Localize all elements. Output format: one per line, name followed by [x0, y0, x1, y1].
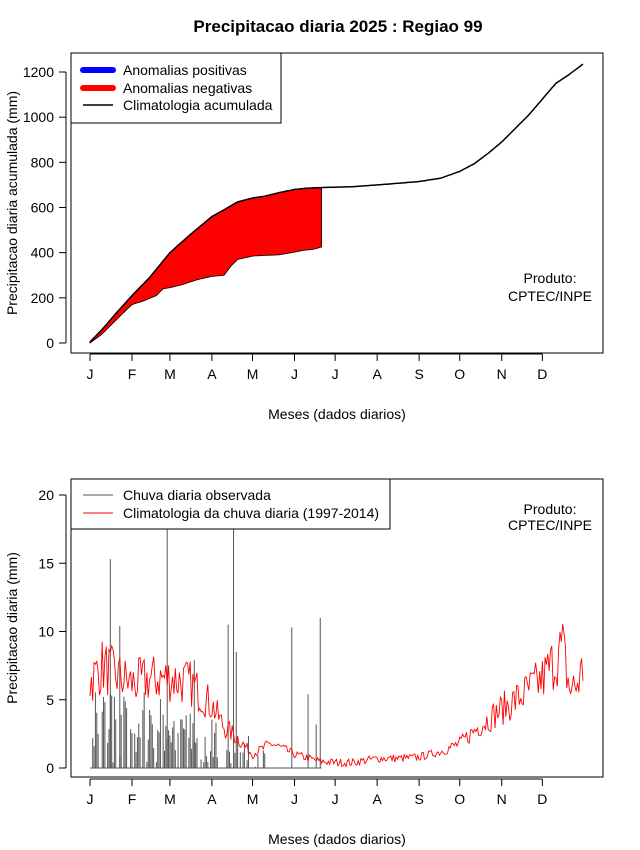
- top-y-tick-label: 800: [31, 154, 55, 170]
- top-plot-frame: [70, 52, 604, 354]
- bottom-y-axis-label: Precipitacao diaria (mm): [4, 552, 20, 704]
- top-y-tick-label: 600: [31, 200, 55, 216]
- bottom-x-tick-label: A: [207, 791, 217, 807]
- top-x-axis-label: Meses (dados diarios): [268, 406, 406, 422]
- top-x-tick-label: S: [414, 366, 423, 382]
- daily-climatology-line: [89, 624, 584, 768]
- chart-title: Precipitacao diaria 2025 : Regiao 99: [193, 17, 482, 36]
- top-x-tick-label: J: [332, 366, 339, 382]
- bottom-x-tick-label: M: [164, 791, 176, 807]
- bottom-y-tick-label: 5: [46, 692, 54, 708]
- legend-negative-label: Anomalias negativas: [123, 80, 252, 96]
- bottom-y-tick-label: 0: [46, 760, 54, 776]
- bottom-credit-line2: CPTEC/INPE: [508, 517, 592, 533]
- top-x-tick-label: A: [372, 366, 382, 382]
- top-x-tick-label: J: [291, 366, 298, 382]
- legend-observed-label: Chuva diaria observada: [123, 487, 271, 503]
- bottom-x-tick-label: J: [87, 791, 94, 807]
- bottom-x-tick-label: N: [497, 791, 507, 807]
- bottom-y-tick-label: 20: [38, 487, 54, 503]
- top-y-tick-label: 0: [46, 335, 54, 351]
- top-x-tick-label: M: [164, 366, 176, 382]
- bottom-panel: 0 5 10 15 20 J F M A M J J A S O N D Precipitacao diari…: [4, 478, 604, 847]
- bottom-legend-box: [70, 478, 391, 530]
- climatology-cumulative-line: [89, 63, 584, 343]
- bottom-y-tick-label: 10: [38, 624, 54, 640]
- bottom-x-tick-label: F: [128, 791, 137, 807]
- bottom-x-tick-label: J: [291, 791, 298, 807]
- bottom-x-axis-label: Meses (dados diarios): [268, 831, 406, 847]
- bottom-y-axis: 0 5 10 15 20: [38, 487, 67, 776]
- top-legend: Anomalias positivas Anomalias negativas …: [70, 52, 282, 124]
- legend-positive-label: Anomalias positivas: [123, 62, 247, 78]
- top-y-tick-label: 1000: [23, 109, 54, 125]
- legend-daily-climatology-label: Climatologia da chuva diaria (1997-2014): [123, 505, 379, 521]
- top-x-tick-label: N: [497, 366, 507, 382]
- legend-climatology-label: Climatologia acumulada: [123, 97, 273, 113]
- bottom-x-tick-label: O: [454, 791, 465, 807]
- bottom-credit-line1: Produto:: [524, 501, 577, 517]
- bottom-y-tick-label: 15: [38, 555, 54, 571]
- top-x-tick-label: D: [537, 366, 547, 382]
- top-y-tick-label: 1200: [23, 64, 54, 80]
- top-x-tick-label: F: [128, 366, 137, 382]
- top-y-tick-label: 200: [31, 290, 55, 306]
- top-y-tick-label: 400: [31, 245, 55, 261]
- top-y-axis: 0 200 400 600 800 1000 1200: [23, 64, 67, 351]
- bottom-x-tick-label: A: [372, 791, 382, 807]
- bottom-x-tick-label: M: [247, 791, 259, 807]
- top-x-tick-label: M: [247, 366, 259, 382]
- bottom-plot-area: [89, 529, 584, 769]
- top-x-tick-label: O: [454, 366, 465, 382]
- bottom-legend: Chuva diaria observada Climatologia da c…: [70, 478, 391, 530]
- top-y-axis-label: Precipitacao diaria acumulada (mm): [4, 91, 20, 315]
- top-panel: 0 200 400 600 800 1000 1200 J F M A M J J A S O N D Preci…: [4, 52, 604, 422]
- top-x-tick-label: A: [207, 366, 217, 382]
- negative-anomaly-area: [89, 187, 322, 344]
- top-x-tick-label: J: [87, 366, 94, 382]
- bottom-x-tick-label: S: [414, 791, 423, 807]
- top-credit-line1: Produto:: [524, 270, 577, 286]
- bottom-x-tick-label: D: [537, 791, 547, 807]
- top-credit-line2: CPTEC/INPE: [508, 288, 592, 304]
- top-plot-area: [89, 63, 584, 344]
- bottom-x-tick-label: J: [332, 791, 339, 807]
